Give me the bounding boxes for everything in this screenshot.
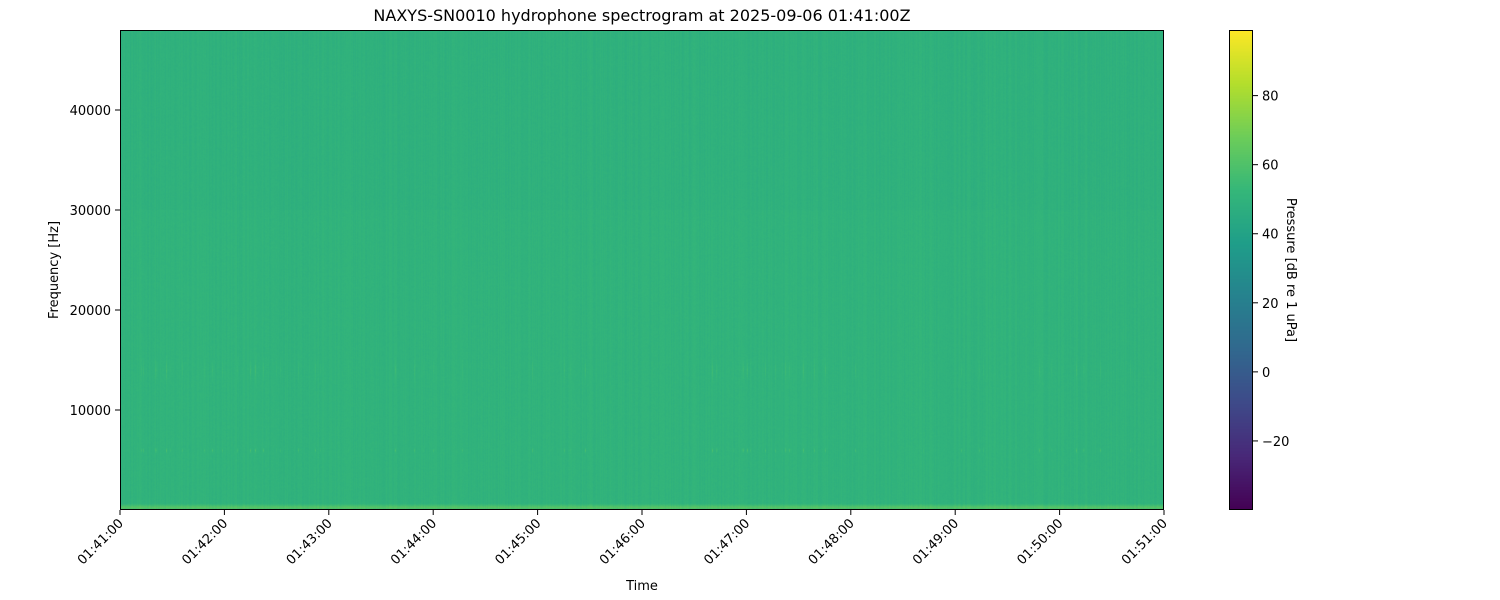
colorbar-tick-label: 20 [1262, 297, 1279, 312]
colorbar-tick-label: −20 [1262, 435, 1289, 450]
colorbar-label: Pressure [dB re 1 uPa] [1283, 198, 1298, 342]
x-tick-label: 01:44:00 [388, 516, 440, 568]
x-tick-label: 01:50:00 [1015, 516, 1067, 568]
y-tick-label: 40000 [70, 104, 111, 119]
x-axis-label: Time [625, 579, 658, 594]
colorbar-tick-label: 60 [1262, 159, 1279, 174]
colorbar-gradient [1229, 30, 1253, 510]
x-tick-label: 01:46:00 [597, 516, 649, 568]
colorbar-tick-label: 40 [1262, 228, 1279, 243]
x-tick-label: 01:48:00 [806, 516, 858, 568]
x-tick-label: 01:45:00 [493, 516, 545, 568]
colorbar-axis: −20 0 20 40 60 80 [1253, 90, 1289, 450]
x-tick-label: 01:51:00 [1119, 516, 1171, 568]
y-tick-label: 30000 [70, 204, 111, 219]
chart-title: NAXYS-SN0010 hydrophone spectrogram at 2… [373, 6, 910, 25]
colorbar-tick-label: 0 [1262, 366, 1270, 381]
x-tick-label: 01:47:00 [701, 516, 753, 568]
colorbar-tick-label: 80 [1262, 90, 1279, 105]
spectrogram-image [120, 30, 1164, 510]
y-tick-label: 20000 [70, 304, 111, 319]
x-axis: 01:41:00 01:42:00 01:43:00 01:44:00 01:45:00… [75, 510, 1171, 568]
x-tick-label: 01:49:00 [910, 516, 962, 568]
colorbar-frame [1229, 30, 1253, 510]
x-tick-label: 01:43:00 [284, 516, 336, 568]
x-tick-label: 01:41:00 [75, 516, 127, 568]
y-axis: 10000 20000 30000 40000 [70, 104, 120, 419]
x-tick-label: 01:42:00 [179, 516, 231, 568]
y-axis-label: Frequency [Hz] [47, 221, 62, 319]
plot-frame [120, 30, 1164, 510]
y-tick-label: 10000 [70, 404, 111, 419]
